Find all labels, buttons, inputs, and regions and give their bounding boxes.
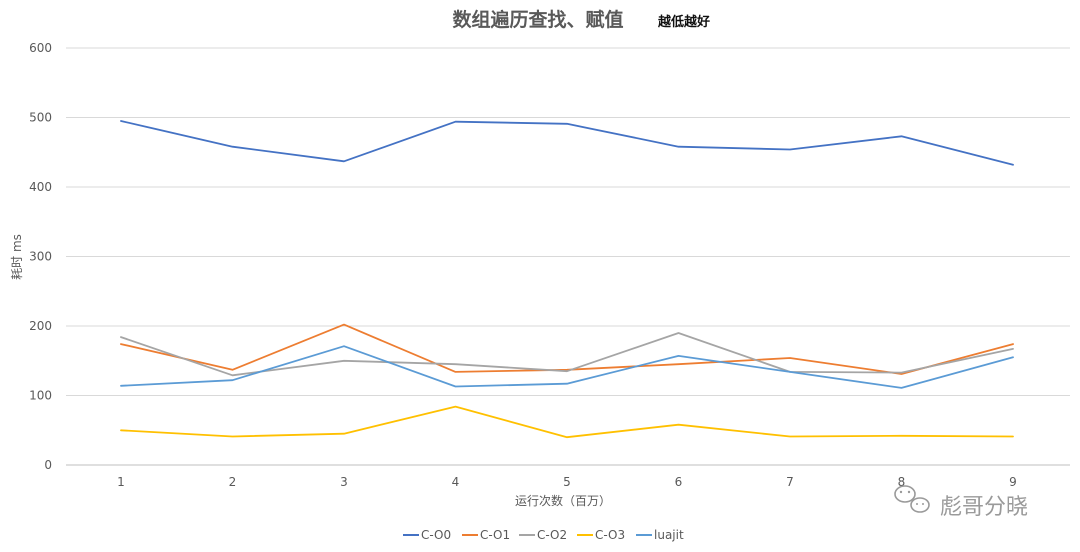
series-line-c-o0 xyxy=(120,120,1014,166)
chart-subtitle: 越低越好 xyxy=(657,14,710,30)
x-tick-label: 3 xyxy=(340,475,348,489)
chart-title: 数组遍历查找、赋值 xyxy=(452,8,623,31)
y-tick-label: 400 xyxy=(29,180,52,194)
watermark: 彪哥分晓 xyxy=(894,485,1028,520)
legend: C-O0 C-O1 C-O2 C-O3 luajit xyxy=(403,528,684,542)
series-line-c-o1 xyxy=(120,323,1014,375)
series-lines xyxy=(120,120,1014,439)
x-tick-label: 6 xyxy=(675,475,683,489)
series-line-c-o3 xyxy=(120,405,1014,439)
legend-label-c-o3: C-O3 xyxy=(595,528,625,542)
legend-label-c-o0: C-O0 xyxy=(421,528,451,542)
y-axis-ticks: 0 100 200 300 400 500 600 xyxy=(29,41,52,472)
x-tick-label: 8 xyxy=(898,475,906,489)
y-tick-label: 300 xyxy=(29,250,52,264)
x-axis-ticks: 1 2 3 4 5 6 7 8 9 xyxy=(117,475,1017,489)
wechat-icon xyxy=(894,485,930,513)
x-axis-title: 运行次数（百万） xyxy=(515,493,611,508)
y-tick-label: 500 xyxy=(29,111,52,125)
legend-label-luajit: luajit xyxy=(654,528,684,542)
x-tick-label: 2 xyxy=(229,475,237,489)
y-tick-label: 100 xyxy=(29,389,52,403)
watermark-text: 彪哥分晓 xyxy=(940,495,1028,520)
grid-lines xyxy=(66,47,1070,466)
x-tick-label: 4 xyxy=(452,475,460,489)
x-tick-label: 1 xyxy=(117,475,125,489)
y-tick-label: 600 xyxy=(29,41,52,55)
legend-label-c-o1: C-O1 xyxy=(480,528,510,542)
series-line-luajit xyxy=(120,345,1014,389)
x-tick-label: 9 xyxy=(1009,475,1017,489)
y-axis-title: 耗时 ms xyxy=(10,234,24,280)
x-tick-label: 5 xyxy=(563,475,571,489)
series-line-c-o2 xyxy=(120,332,1014,377)
y-tick-label: 200 xyxy=(29,319,52,333)
y-tick-label: 0 xyxy=(44,458,52,472)
legend-label-c-o2: C-O2 xyxy=(537,528,567,542)
x-tick-label: 7 xyxy=(786,475,794,489)
